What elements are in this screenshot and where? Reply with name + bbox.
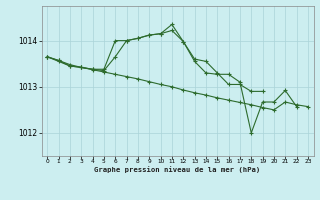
X-axis label: Graphe pression niveau de la mer (hPa): Graphe pression niveau de la mer (hPa) bbox=[94, 167, 261, 173]
